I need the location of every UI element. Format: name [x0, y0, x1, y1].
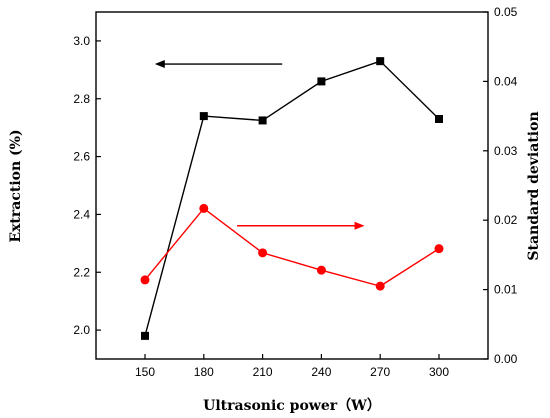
y-axis-title: Extraction (%)	[8, 129, 24, 242]
series-1-point	[435, 114, 443, 123]
series-2-point	[140, 275, 150, 285]
y-tick-label: 2.2	[73, 265, 90, 279]
series-2-point	[199, 203, 209, 213]
y-tick-label: 2.8	[73, 92, 90, 106]
arrow-left-head	[154, 60, 165, 69]
x-axis-title: Ultrasonic power（W）	[203, 398, 381, 414]
series-2-line	[144, 207, 440, 287]
series-1-point	[258, 116, 267, 125]
plot-frame	[95, 11, 489, 360]
annotation-layer	[154, 60, 365, 230]
x-tick-label: 270	[370, 365, 390, 379]
x-tick-label: 240	[311, 365, 331, 379]
y-tick-label: 2.4	[73, 207, 90, 221]
series-2-point	[258, 248, 268, 258]
series-2-point	[434, 244, 444, 254]
x-axis: 150 180 210 240 270 300	[135, 354, 449, 379]
y-tick-label: 2.0	[73, 323, 90, 337]
y2-tick-label: 0.05	[494, 5, 518, 19]
series-1-line	[144, 60, 440, 337]
y2-tick-label: 0.03	[494, 144, 518, 158]
y-axis-right: 0.00 0.01 0.02 0.03 0.04 0.05	[483, 5, 518, 366]
x-tick-label: 210	[253, 365, 273, 379]
series-1-point	[317, 77, 326, 86]
series-1-point	[376, 57, 385, 66]
y2-axis-title: Standard deviation	[526, 111, 542, 260]
y-tick-label: 2.6	[73, 150, 90, 164]
series-2-point	[375, 281, 385, 291]
series-layer	[140, 57, 444, 340]
x-tick-label: 150	[135, 365, 155, 379]
series-1-point	[199, 112, 208, 121]
y-tick-label: 3.0	[73, 34, 90, 48]
arrow-right-head	[354, 221, 365, 230]
y2-tick-label: 0.04	[494, 74, 518, 88]
x-tick-label: 180	[194, 365, 214, 379]
series-2-point	[316, 265, 326, 275]
y2-tick-label: 0.01	[494, 283, 518, 297]
y-axis-left: 2.0 2.2 2.4 2.6 2.8 3.0	[73, 34, 101, 337]
x-tick-label: 300	[429, 365, 449, 379]
y2-tick-label: 0.00	[494, 352, 518, 366]
series-1-point	[141, 331, 149, 340]
y2-tick-label: 0.02	[494, 213, 518, 227]
